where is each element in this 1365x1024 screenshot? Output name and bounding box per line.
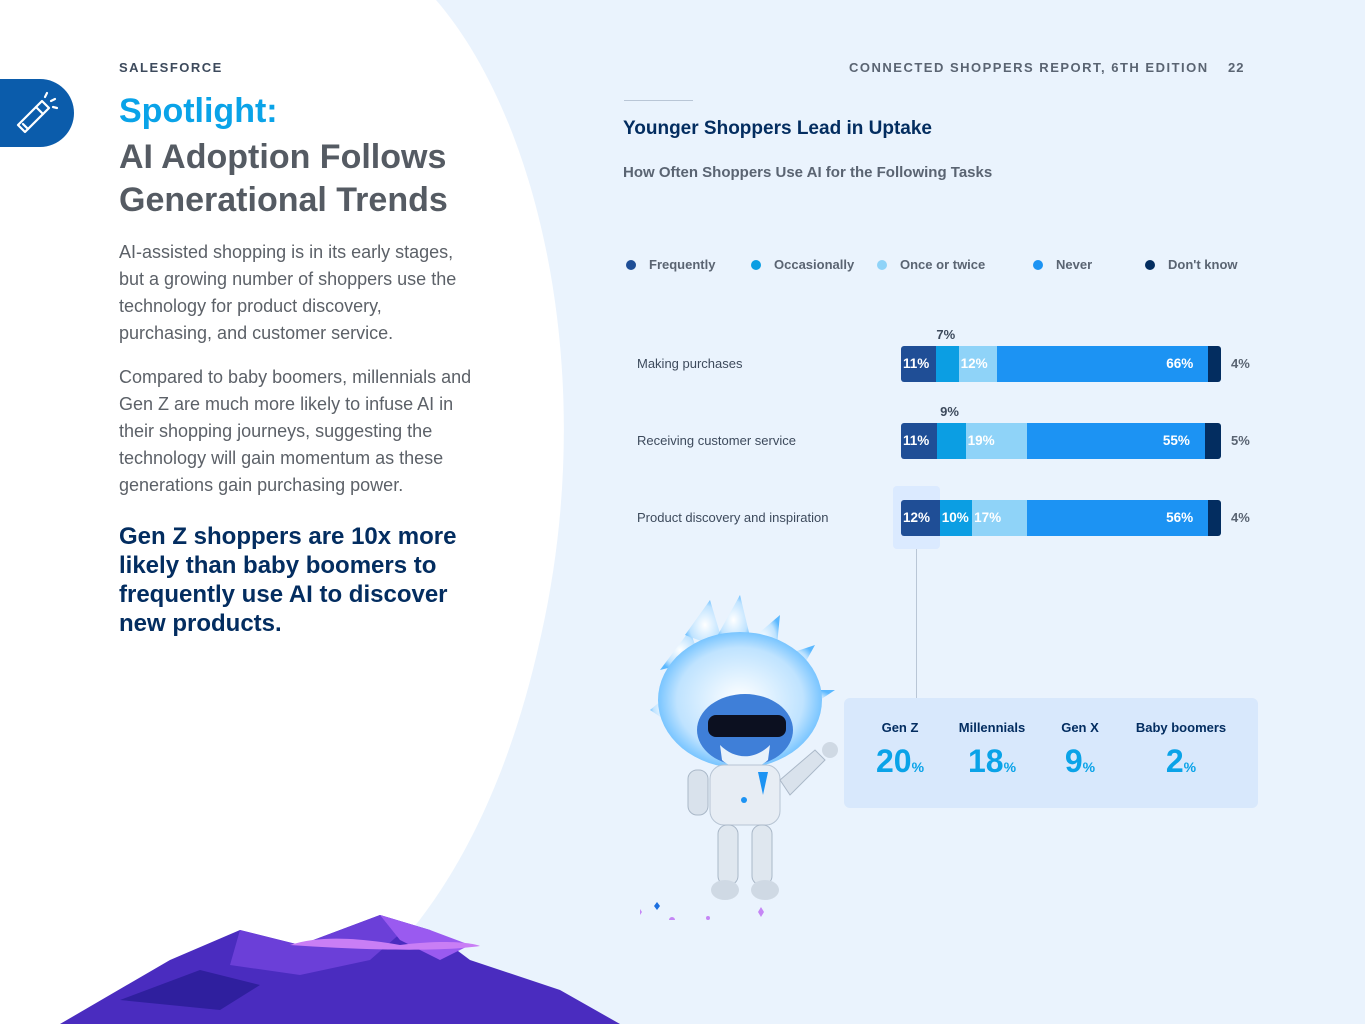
page-heading: AI Adoption Follows Generational Trends — [119, 138, 448, 219]
legend-swatch — [1145, 259, 1155, 270]
generation-value: 18% — [967, 743, 1017, 779]
legend-label: Frequently — [649, 257, 716, 272]
bar-segment-once-or-twice — [972, 500, 1028, 536]
legend-item-never: Never — [1033, 257, 1092, 272]
generation-breakdown-panel: Gen Z 20% Millennials 18% Gen X 9% Baby boomer… — [844, 698, 1258, 808]
generation-name: Gen Z — [881, 720, 919, 735]
generation-stat-gen-z: Gen Z 20% — [840, 720, 960, 780]
value-label: 55% — [1162, 433, 1190, 448]
bar-segment-once-or-twice — [958, 346, 997, 382]
value-label: 17% — [974, 510, 1002, 525]
bar-segment-frequently — [901, 346, 937, 382]
value-label-dont-know: 5% — [1231, 433, 1250, 448]
value-label: 12% — [903, 510, 931, 525]
generation-stat-baby-boomers: Baby boomers 2% — [1121, 720, 1241, 780]
legend-item-occasionally: Occasionally — [751, 257, 854, 272]
value-label: 11% — [903, 433, 930, 448]
bar-segment-frequently — [901, 423, 937, 459]
title-rule — [624, 100, 693, 101]
generation-stat-millennials: Millennials 18% — [932, 720, 1052, 780]
bar-segment-never — [1027, 500, 1209, 536]
bar-segment-never — [997, 346, 1209, 382]
legend-swatch — [626, 259, 636, 270]
value-label-dont-know: 4% — [1231, 356, 1250, 371]
robot-mascot-illustration — [640, 595, 838, 920]
legend-label: Never — [1056, 257, 1093, 272]
generation-value: 9% — [1064, 743, 1096, 779]
legend-item-don-t-know: Don't know — [1145, 257, 1238, 272]
value-label: 56% — [1166, 510, 1194, 525]
generation-value: 2% — [1165, 743, 1197, 779]
bar-segment-don-t-know — [1208, 346, 1221, 382]
category-label: Product discovery and inspiration — [637, 510, 829, 525]
value-label: 12% — [960, 356, 988, 371]
legend-swatch — [751, 259, 761, 270]
bar-segment-occasionally — [939, 500, 973, 536]
legend-item-frequently: Frequently — [626, 257, 715, 272]
bar-segment-never — [1027, 423, 1205, 459]
legend-label: Don't know — [1168, 257, 1238, 272]
generation-name: Gen X — [1061, 720, 1099, 735]
category-label: Receiving customer service — [637, 433, 796, 448]
value-label: 11% — [903, 356, 930, 371]
value-label-above: 9% — [940, 404, 959, 419]
chart-subtitle: How Often Shoppers Use AI for the Follow… — [623, 164, 993, 181]
legend-item-once-or-twice: Once or twice — [877, 257, 985, 272]
flashlight-icon — [16, 91, 59, 134]
highlight-connector — [916, 549, 917, 698]
comparison-paragraph: Compared to baby boomers, millennials an… — [119, 367, 472, 495]
bar-segment-don-t-know — [1204, 423, 1221, 459]
page-number: 22 — [1228, 60, 1245, 75]
generation-value: 20% — [875, 743, 925, 779]
value-label: 10% — [941, 510, 969, 525]
value-label: 19% — [967, 433, 995, 448]
legend-label: Occasionally — [774, 257, 855, 272]
value-label: 66% — [1166, 356, 1194, 371]
report-title: CONNECTED SHOPPERS REPORT, 6TH EDITION — [849, 60, 1209, 75]
intro-paragraph: AI-assisted shopping is in its early sta… — [119, 242, 457, 343]
bar-segment-occasionally — [936, 423, 966, 459]
legend-label: Once or twice — [900, 257, 986, 272]
chart-title: Younger Shoppers Lead in Uptake — [623, 118, 932, 139]
spotlight-badge — [0, 79, 74, 147]
legend-swatch — [1033, 259, 1043, 270]
bar-segment-once-or-twice — [965, 423, 1028, 459]
generation-name: Baby boomers — [1135, 720, 1227, 735]
legend-swatch — [877, 259, 887, 270]
generation-name: Millennials — [958, 720, 1026, 735]
value-label-dont-know: 4% — [1231, 510, 1250, 525]
generation-stat-gen-x: Gen X 9% — [1020, 720, 1140, 780]
value-label-above: 7% — [936, 327, 956, 342]
bar-segment-frequently — [901, 500, 940, 536]
bar-segment-occasionally — [936, 346, 959, 382]
key-stat-callout: Gen Z shoppers are 10x more likely than … — [119, 523, 457, 637]
spotlight-heading: Spotlight: — [119, 92, 278, 130]
bar-segment-don-t-know — [1208, 500, 1221, 536]
brand-label: SALESFORCE — [119, 60, 223, 75]
category-label: Making purchases — [637, 356, 743, 371]
